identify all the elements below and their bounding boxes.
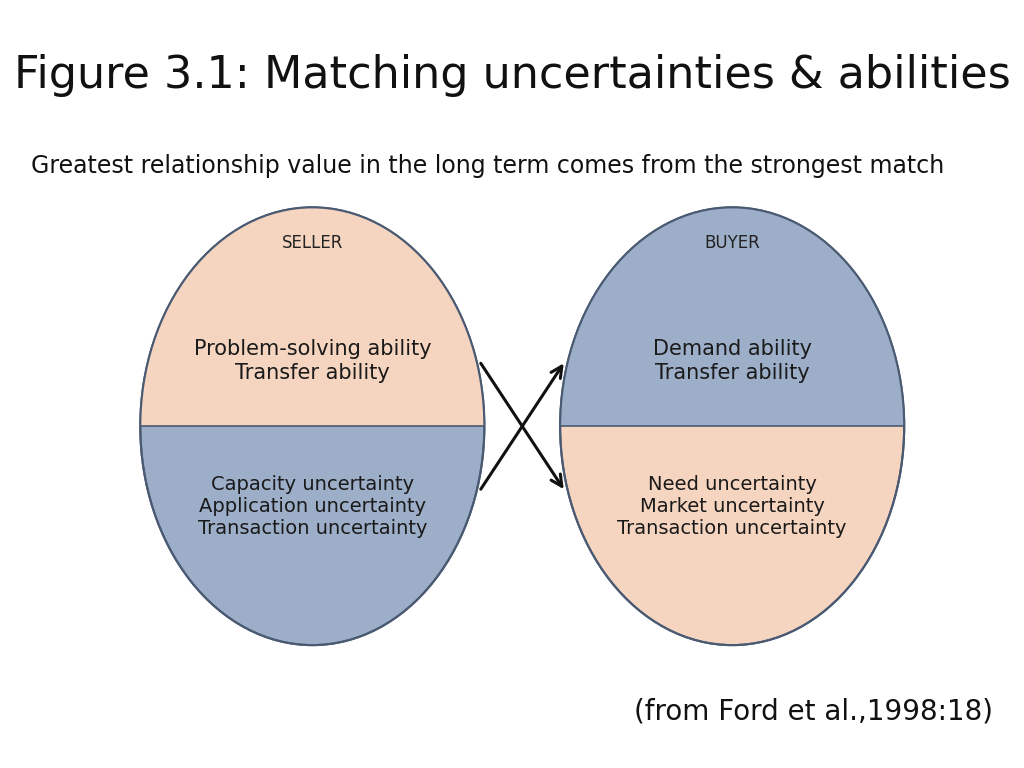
Text: Demand ability
Transfer ability: Demand ability Transfer ability xyxy=(652,339,812,382)
Text: (from Ford et al.,1998:18): (from Ford et al.,1998:18) xyxy=(634,698,993,726)
Text: SELLER: SELLER xyxy=(282,234,343,252)
Text: BUYER: BUYER xyxy=(705,234,760,252)
Ellipse shape xyxy=(140,207,484,645)
Text: Figure 3.1: Matching uncertainties & abilities: Figure 3.1: Matching uncertainties & abi… xyxy=(13,54,1011,97)
Text: Problem-solving ability
Transfer ability: Problem-solving ability Transfer ability xyxy=(194,339,431,382)
Text: Capacity uncertainty
Application uncertainty
Transaction uncertainty: Capacity uncertainty Application uncerta… xyxy=(198,475,427,538)
Ellipse shape xyxy=(560,207,904,645)
Text: Greatest relationship value in the long term comes from the strongest match: Greatest relationship value in the long … xyxy=(31,154,944,177)
Ellipse shape xyxy=(140,207,484,645)
Text: Need uncertainty
Market uncertainty
Transaction uncertainty: Need uncertainty Market uncertainty Tran… xyxy=(617,475,847,538)
Ellipse shape xyxy=(560,207,904,645)
